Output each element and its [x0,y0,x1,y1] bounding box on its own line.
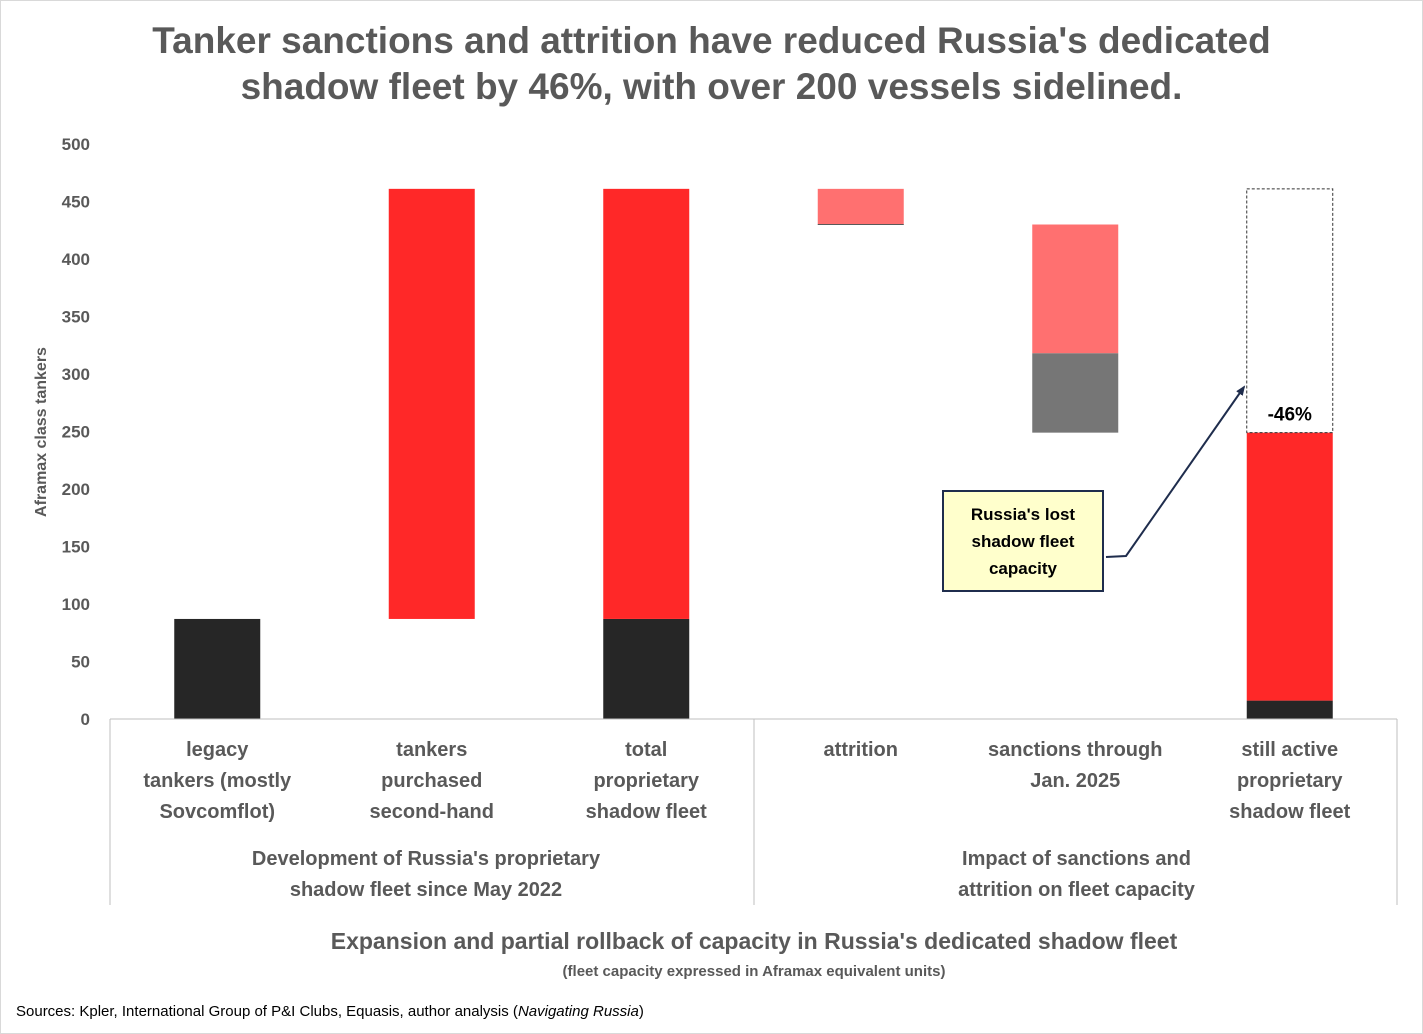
category-label-0: legacy tankers (mostly Sovcomflot) [143,739,292,823]
y-tick-label: 100 [62,595,90,614]
bar-segment-7 [1246,700,1333,719]
category-label-2: total proprietary shadow fleet [585,739,707,823]
chart-title: Tanker sanctions and attrition have redu… [152,20,1271,107]
y-axis-title: Aframax class tankers [33,347,50,517]
category-label-3: attrition [823,739,898,761]
y-tick-label: 200 [62,480,90,499]
y-tick-label: 450 [62,193,90,212]
group-label-0: Development of Russia's proprietary shad… [251,848,601,901]
y-tick-label: 500 [62,135,90,154]
y-tick-label: 50 [71,653,90,672]
callout-arrow [1105,385,1246,558]
y-tick-label: 150 [62,538,90,557]
bar-segment-6 [1032,353,1119,433]
x-axis-title: Expansion and partial rollback of capaci… [330,928,1178,954]
annotations-layer: -46% [1105,385,1312,558]
y-tick-label: 300 [62,365,90,384]
category-label-4: sanctions through Jan. 2025 [988,739,1163,792]
sources-publication: Navigating Russia [517,1003,639,1020]
bar-segment-5 [1032,224,1119,354]
percent-change-label: -46% [1268,405,1312,426]
category-label-1: tankers purchased second-hand [369,739,494,823]
lost-capacity-outline [1246,188,1334,434]
category-label-5: still active proprietary shadow fleet [1229,739,1351,823]
axis-layer [109,718,1398,905]
group-label-1: Impact of sanctions and attrition on fle… [958,848,1195,901]
bars-layer [174,188,1334,719]
bar-segment-0 [174,618,261,719]
lost-capacity-callout: Russia's lost shadow fleet capacity [942,490,1104,592]
y-tick-label: 250 [62,423,90,442]
y-tick-label: 350 [62,308,90,327]
sources-note: Sources: Kpler, International Group of P… [16,1003,644,1020]
y-tick-label: 0 [81,710,90,729]
y-tick-labels: 0 50 100 150 200 250 300 350 400 450 500 [62,135,90,729]
bar-segment-4 [817,188,904,225]
bar-segment-2 [603,618,690,719]
sources-text-end: ) [638,1003,644,1020]
bar-segment-8 [1246,432,1333,701]
y-tick-label: 400 [62,250,90,269]
bar-segment-1 [388,188,475,619]
bar-segment-3 [603,188,690,619]
x-axis-subtitle: (fleet capacity expressed in Aframax equ… [562,963,946,980]
sources-text: Sources: Kpler, International Group of P… [16,1003,518,1020]
